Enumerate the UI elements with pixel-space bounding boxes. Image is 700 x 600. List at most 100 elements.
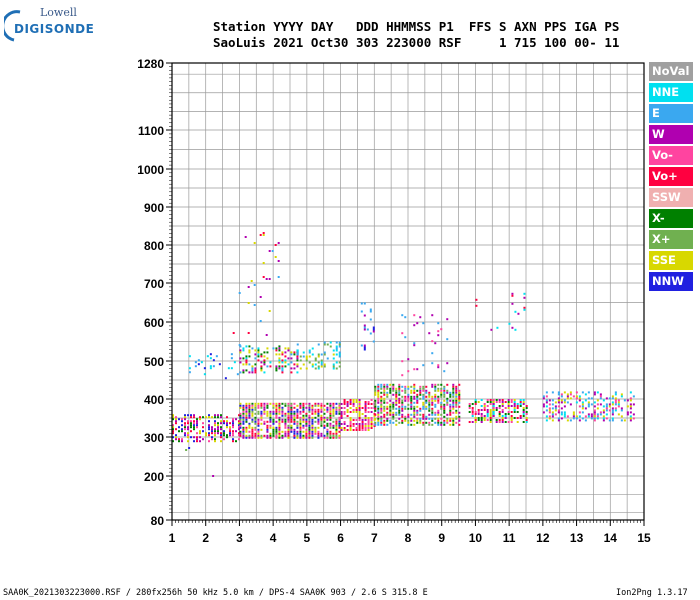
data-point — [281, 410, 284, 413]
data-point — [335, 428, 338, 431]
data-point — [220, 432, 222, 435]
data-point — [349, 423, 352, 425]
data-point — [358, 429, 361, 431]
data-point — [194, 361, 197, 364]
data-point — [611, 407, 614, 410]
data-point — [260, 416, 263, 419]
data-point — [374, 401, 377, 404]
grid-lines — [171, 63, 645, 520]
data-point — [584, 407, 587, 410]
data-point — [422, 395, 425, 398]
data-point — [434, 385, 437, 388]
data-point — [443, 421, 446, 424]
data-point — [263, 355, 266, 358]
data-point — [314, 402, 317, 405]
data-point — [290, 420, 293, 423]
data-point — [443, 419, 446, 422]
data-point — [239, 351, 242, 354]
data-point — [208, 426, 210, 429]
data-point — [214, 416, 216, 419]
data-point — [428, 399, 431, 402]
y-tick-label: 800 — [144, 239, 164, 253]
data-point — [296, 412, 299, 415]
data-point — [483, 407, 486, 409]
data-point — [320, 432, 323, 435]
data-point — [311, 420, 314, 423]
data-point — [335, 402, 338, 405]
data-point — [239, 420, 242, 423]
data-point — [302, 410, 305, 413]
data-point — [358, 409, 361, 411]
data-point — [305, 359, 308, 362]
data-point — [238, 438, 240, 441]
data-point — [510, 419, 513, 421]
data-point — [401, 395, 404, 398]
data-point — [593, 393, 596, 396]
data-point — [332, 410, 335, 413]
data-point — [428, 393, 431, 396]
data-point — [214, 428, 216, 431]
data-point — [545, 415, 548, 418]
data-point — [455, 395, 458, 398]
data-point — [251, 347, 254, 350]
data-point — [468, 403, 471, 405]
data-point — [525, 417, 528, 419]
data-point — [367, 429, 370, 431]
data-point — [263, 359, 266, 362]
data-point — [587, 403, 590, 406]
data-point — [398, 397, 401, 400]
data-point — [377, 415, 380, 418]
data-point — [422, 407, 425, 410]
data-point — [355, 409, 358, 411]
data-point — [374, 403, 377, 406]
data-point — [293, 430, 296, 433]
data-point — [380, 411, 383, 414]
data-point — [299, 355, 302, 358]
data-point — [620, 409, 623, 412]
data-point — [260, 414, 263, 417]
data-point — [554, 401, 557, 404]
data-point — [329, 434, 332, 437]
data-point — [335, 353, 338, 356]
data-point — [626, 399, 629, 402]
data-point — [230, 367, 233, 370]
data-point — [632, 417, 635, 420]
data-point — [245, 359, 248, 362]
data-point — [504, 417, 507, 419]
data-point — [358, 401, 361, 403]
data-point — [398, 401, 401, 404]
data-point — [522, 403, 525, 405]
data-point — [392, 413, 395, 416]
data-point — [566, 395, 569, 398]
data-point — [364, 415, 367, 417]
data-point — [510, 405, 513, 407]
data-point — [440, 417, 443, 420]
x-tick-label: 5 — [304, 531, 311, 545]
data-point — [281, 430, 284, 433]
data-point — [296, 416, 299, 419]
data-point — [389, 421, 392, 424]
data-point — [239, 349, 242, 352]
data-point — [504, 421, 507, 423]
data-point — [373, 425, 376, 427]
data-point — [187, 440, 189, 443]
data-point — [254, 432, 257, 435]
data-point — [266, 347, 269, 350]
data-point — [446, 338, 449, 341]
data-point — [389, 413, 392, 416]
data-point — [296, 430, 299, 433]
data-point — [593, 417, 596, 420]
data-point — [320, 424, 323, 427]
data-point — [329, 436, 332, 439]
legend-item-e: E — [649, 104, 693, 123]
data-point — [413, 324, 416, 327]
data-point — [581, 405, 584, 408]
data-point — [248, 349, 251, 352]
data-point — [317, 361, 320, 364]
data-point — [332, 414, 335, 417]
data-point — [326, 408, 329, 411]
data-point — [364, 405, 367, 407]
data-point — [320, 410, 323, 413]
data-point — [349, 419, 352, 421]
data-point — [239, 404, 242, 407]
